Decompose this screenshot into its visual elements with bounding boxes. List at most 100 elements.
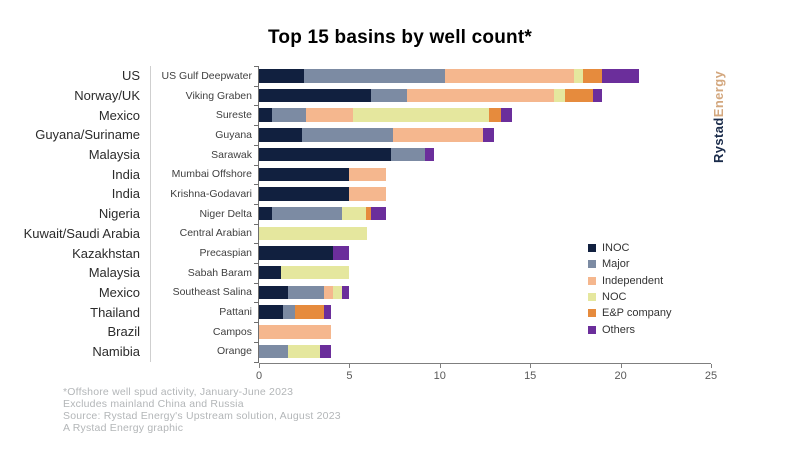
y-axis-tick [254,164,258,166]
bar-track [259,147,711,162]
x-axis: 0 5 10 15 20 25 [256,363,717,382]
country-label: Namibia [92,343,140,359]
bar-segment-major [390,147,426,162]
country-label: US [121,68,140,84]
y-axis-tick [254,223,258,225]
country-label: Guyana/Suriname [35,127,140,143]
country-label: Brazil [107,324,140,340]
basin-label: Campos [212,325,252,338]
bar-row: Thailand Pattani [0,302,760,322]
country-label: Malaysia [88,147,140,163]
bar-segment-inoc [259,108,272,122]
bar-segment-others [333,246,350,260]
y-axis-tick [254,361,258,363]
bar-segment-others [602,69,639,83]
bar-row: Norway/UK Viking Graben [0,86,760,106]
bar-segment-noc [352,108,489,122]
bar-segment-noc [342,206,366,221]
country-label: Thailand [90,304,140,320]
bar-segment-e-p-company [582,69,603,83]
bar-segment-noc [287,344,321,359]
legend-label: INOC [602,242,630,255]
basin-label: Pattani [219,306,252,319]
bar-segment-inoc [259,147,391,162]
country-label: India [111,166,140,182]
basin-label: Guyana [215,128,252,141]
bar-track [259,187,711,201]
bar-segment-e-p-company [564,88,594,103]
bar-row: Kuwait/Saudi Arabia Central Arabian [0,224,760,244]
bar-track [259,88,711,103]
bar-row: Nigeria Niger Delta [0,204,760,224]
bar-row: Mexico Southeast Salina [0,283,760,303]
bar-row: India Mumbai Offshore [0,164,760,184]
y-axis-tick [254,302,258,304]
country-label: Norway/UK [74,88,140,104]
bar-track [259,246,711,260]
bar-segment-inoc [259,69,305,83]
basin-label: Sabah Baram [187,266,252,279]
bar-segment-inoc [259,167,350,182]
plot-rows: US US Gulf Deepwater Norway/UK Viking Grabe… [0,66,760,362]
bar-row: Guyana/Suriname Guyana [0,125,760,145]
legend-label: E&P company [602,307,672,320]
bar-segment-independent [259,325,332,339]
bar-row: Kazakhstan Precaspian [0,243,760,263]
bar-segment-independent [349,167,386,182]
legend: INOC Major Independent NOC E&P company Others [588,240,672,338]
y-axis-tick [254,341,258,343]
bar-segment-independent [349,187,386,201]
bar-segment-others [593,88,603,103]
bar-track [259,108,711,122]
basin-label: Viking Graben [185,89,252,102]
basin-label: Sarawak [211,148,252,161]
bar-segment-others [342,285,350,300]
y-axis-tick [254,263,258,264]
legend-swatch-independent [588,276,596,285]
country-label: Nigeria [98,206,140,222]
bar-segment-others [501,108,513,122]
x-axis-tick-label: 0 [255,370,263,382]
bar-segment-noc [280,265,350,280]
bar-segment-inoc [259,285,288,300]
basin-label: Sureste [215,109,252,122]
country-label: Kazakhstan [72,245,140,261]
bar-segment-inoc [259,265,281,280]
basin-label: US Gulf Deepwater [161,69,252,82]
bar-track [259,344,711,359]
x-axis-tick-label: 25 [704,370,718,382]
basin-label: Mumbai Offshore [171,168,252,181]
bar-segment-noc [333,285,343,300]
bar-track [259,226,711,241]
basin-label: Krishna-Godavari [170,187,252,200]
y-axis-tick [254,322,258,324]
bar-segment-independent [392,128,484,142]
legend-swatch-others [588,325,596,334]
bar-track [259,285,711,300]
bar-segment-major [304,69,446,83]
bar-track [259,128,711,142]
label-column-separator [150,66,151,362]
legend-swatch-e-p-company [588,309,596,318]
x-axis-tick-label: 15 [524,370,537,382]
x-axis-tick [259,364,260,368]
bar-segment-independent [305,108,353,122]
legend-item-noc: NOC [588,289,672,305]
bar-segment-others [320,344,332,359]
y-axis-tick [254,184,258,186]
country-label: Mexico [98,284,140,300]
bar-segment-major [271,206,343,221]
bar-segment-independent [324,285,334,300]
legend-item-e-p-company: E&P company [588,305,672,321]
y-axis-tick [254,203,258,205]
bar-row: India Krishna-Godavari [0,184,760,204]
bar-segment-inoc [259,246,334,260]
bar-segment-independent [445,69,574,83]
bar-segment-major [287,285,325,300]
bar-track [259,69,711,83]
bar-segment-independent [407,88,554,103]
bar-segment-noc [259,226,368,241]
bar-segment-inoc [259,187,350,201]
footnotes: *Offshore well spud activity, January-Ju… [63,386,341,435]
